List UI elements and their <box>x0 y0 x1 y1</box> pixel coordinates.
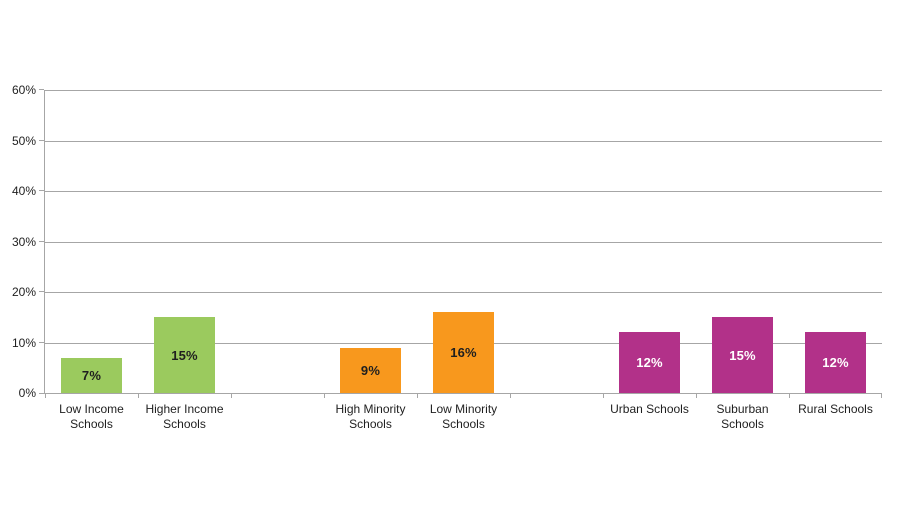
x-axis-tick-1 <box>138 393 139 398</box>
x-category-label: Low Minority Schools <box>429 402 498 431</box>
y-axis-tick-20 <box>39 291 44 292</box>
gridline-50 <box>45 140 882 142</box>
bar-data-label: 16% <box>450 345 477 361</box>
gridline-40 <box>45 191 882 192</box>
y-axis-tick-0 <box>39 393 44 394</box>
bar-low-minority-schools: 16% <box>433 312 494 393</box>
x-category-label: Urban Schools <box>610 402 689 416</box>
y-tick-label-30: 30% <box>11 234 36 249</box>
x-axis-tick-7 <box>696 393 697 398</box>
bar-higher-income-schools: 15% <box>154 317 215 393</box>
y-axis-tick-40 <box>39 190 44 191</box>
gridline-60 <box>45 90 882 91</box>
x-axis-tick-0 <box>45 393 46 398</box>
bar-data-label: 9% <box>360 362 381 378</box>
x-axis-tick-8 <box>789 393 790 398</box>
x-category-label: Higher Income Schools <box>145 402 224 431</box>
y-axis-tick-10 <box>39 341 44 343</box>
plot-area: 7% Low Income Schools 15% Higher Income Sch… <box>39 89 882 431</box>
x-axis-tick-5 <box>510 393 511 398</box>
bar-low-income-schools: 7% <box>61 357 122 393</box>
y-axis-tick-60 <box>39 89 44 90</box>
bar-data-label: 12% <box>636 355 663 371</box>
x-category-label: High Minority Schools <box>335 402 406 431</box>
x-axis-tick-4 <box>417 393 418 398</box>
y-tick-label-10: 10% <box>11 335 36 350</box>
bar-data-label: 15% <box>171 347 198 363</box>
bar-suburban-schools: 15% <box>712 317 773 393</box>
y-axis-tick-50 <box>39 139 44 141</box>
x-category-label: Low Income Schools <box>59 402 124 431</box>
x-category-label: Suburban Schools <box>716 402 769 431</box>
x-axis-tick-2 <box>231 393 232 398</box>
y-tick-label-60: 60% <box>11 83 36 97</box>
gridline-30 <box>45 241 882 243</box>
x-axis-tick-9 <box>881 393 882 398</box>
x-axis-tick-6 <box>603 393 604 398</box>
y-tick-label-40: 40% <box>11 184 36 198</box>
y-tick-label-0: 0% <box>18 386 36 400</box>
x-category-label: Rural Schools <box>798 402 873 416</box>
bar-urban-schools: 12% <box>619 332 680 393</box>
y-axis-tick-30 <box>39 240 44 242</box>
bar-high-minority-schools: 9% <box>340 347 401 393</box>
bar-rural-schools: 12% <box>805 332 866 393</box>
bar-data-label: 12% <box>822 355 849 371</box>
bar-data-label: 7% <box>81 367 102 383</box>
y-tick-label-20: 20% <box>11 285 36 299</box>
gridline-20 <box>45 292 882 293</box>
bar-data-label: 15% <box>729 347 756 363</box>
x-axis-tick-3 <box>324 393 325 398</box>
y-tick-label-50: 50% <box>11 133 36 148</box>
